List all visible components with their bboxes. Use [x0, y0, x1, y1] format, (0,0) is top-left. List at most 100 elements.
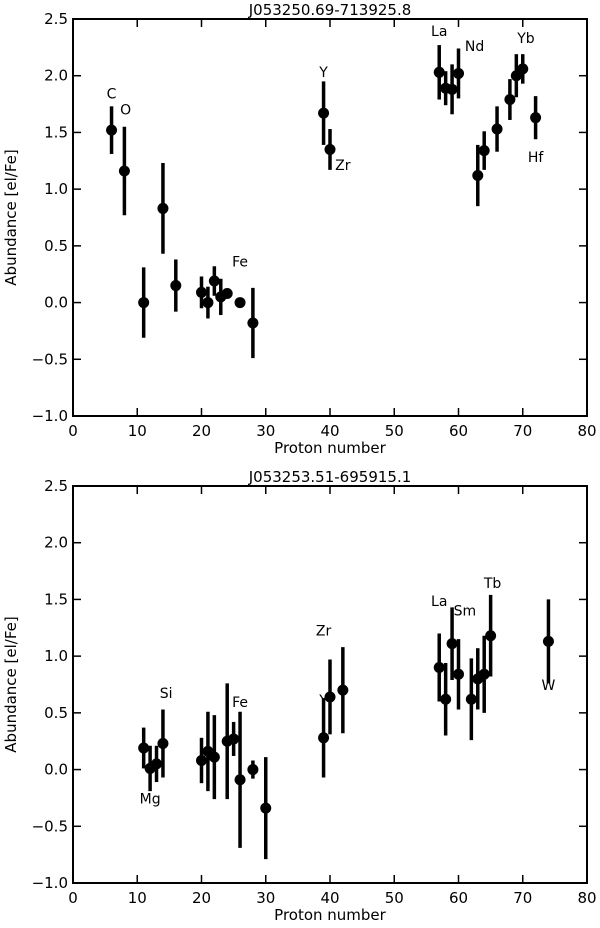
data-point: [234, 297, 246, 309]
x-tick-label: 20: [192, 889, 211, 907]
data-point: [478, 668, 490, 680]
x-tick-label: 10: [128, 422, 147, 440]
data-point: [234, 774, 246, 786]
data-point: [485, 630, 497, 642]
plot-frame: [72, 18, 588, 417]
data-point: [106, 124, 118, 136]
element-label: La: [431, 24, 447, 40]
y-tick-label: 0.0: [44, 294, 68, 312]
data-point: [433, 66, 445, 78]
data-point: [440, 693, 452, 705]
x-tick-label: 30: [256, 422, 275, 440]
data-point: [151, 758, 163, 770]
element-label: O: [120, 102, 131, 118]
x-axis-label: Proton number: [274, 439, 387, 457]
x-tick-label: 50: [385, 889, 404, 907]
y-tick-label: 2.0: [44, 534, 68, 552]
data-point: [324, 691, 336, 703]
data-point: [247, 764, 259, 776]
x-tick-label: 70: [513, 422, 532, 440]
data-point: [478, 145, 490, 157]
y-tick-label: 0.5: [44, 237, 68, 255]
element-label: Fe: [232, 254, 248, 270]
data-point: [318, 732, 330, 744]
y-tick-label: 1.0: [44, 180, 68, 198]
data-point: [221, 287, 233, 299]
y-tick-label: −0.5: [32, 350, 68, 368]
x-tick-label: 70: [513, 889, 532, 907]
element-label: Yb: [516, 31, 535, 47]
data-point: [446, 638, 458, 650]
chart-2: J053253.51-695915.1 0 10 20 30 40 50 60 70 80 −1.0…: [2, 468, 597, 924]
x-tick-label: 0: [68, 889, 78, 907]
data-point: [208, 275, 220, 287]
data-point: [472, 170, 484, 182]
data-point: [465, 693, 477, 705]
x-tick-label: 60: [449, 422, 468, 440]
data-point: [453, 67, 464, 79]
x-tick-label: 20: [192, 422, 211, 440]
x-tick-label: 80: [577, 422, 596, 440]
element-label: Si: [160, 686, 173, 702]
data-point: [138, 297, 150, 309]
data-point: [324, 143, 336, 155]
y-axis-label: Abundance [el/Fe]: [2, 616, 20, 752]
data-point: [170, 280, 182, 292]
y-tick-label: −0.5: [32, 817, 68, 835]
element-label: W: [542, 678, 556, 694]
data-point: [138, 742, 150, 754]
element-label: Zr: [335, 158, 351, 174]
data-point: [491, 123, 503, 135]
element-label: Fe: [232, 695, 248, 711]
data-point: [453, 668, 464, 680]
chart-1: J053250.69-713925.8 0 10 20 30 40 50 60 70 80 −1.0…: [2, 1, 597, 457]
y-tick-label: 1.5: [44, 590, 68, 608]
y-tick-label: 2.5: [44, 10, 68, 28]
data-point: [228, 733, 240, 745]
data-point: [260, 802, 272, 814]
element-label: La: [431, 594, 447, 610]
x-tick-label: 10: [128, 889, 147, 907]
x-tick-label: 40: [320, 889, 339, 907]
data-point: [157, 202, 169, 214]
y-tick-label: 1.5: [44, 123, 68, 141]
data-point: [196, 286, 207, 298]
element-label: Y: [318, 693, 328, 709]
x-tick-label: 30: [256, 889, 275, 907]
data-point: [157, 737, 169, 749]
data-point: [196, 754, 207, 766]
x-tick-label: 60: [449, 889, 468, 907]
data-point: [208, 751, 220, 763]
y-tick-label: 2.5: [44, 477, 68, 495]
x-tick-label: 80: [577, 889, 596, 907]
element-label: Sm: [454, 603, 477, 619]
data-point: [247, 317, 259, 329]
y-tick-label: 2.0: [44, 67, 68, 85]
y-tick-label: 0.0: [44, 761, 68, 779]
y-tick-label: 0.5: [44, 704, 68, 722]
data-point: [337, 684, 349, 696]
element-label: Tb: [483, 576, 502, 592]
element-label: Zr: [316, 624, 332, 640]
data-point: [202, 297, 214, 309]
chart-title: J053250.69-713925.8: [248, 1, 412, 19]
y-tick-label: −1.0: [32, 874, 68, 892]
element-label: Y: [318, 65, 328, 81]
y-tick-label: 1.0: [44, 647, 68, 665]
data-point: [542, 635, 554, 647]
x-tick-label: 50: [385, 422, 404, 440]
data-point: [318, 107, 330, 119]
data-point: [118, 165, 130, 177]
chart-title: J053253.51-695915.1: [248, 468, 412, 486]
element-label: Mg: [140, 792, 161, 808]
element-label: Hf: [528, 150, 545, 166]
data-point: [504, 94, 516, 106]
data-point: [517, 63, 529, 75]
data-point: [433, 661, 445, 673]
data-point: [530, 112, 542, 124]
x-tick-label: 40: [320, 422, 339, 440]
x-tick-label: 0: [68, 422, 78, 440]
data-point: [446, 83, 458, 95]
element-label: C: [107, 86, 117, 102]
